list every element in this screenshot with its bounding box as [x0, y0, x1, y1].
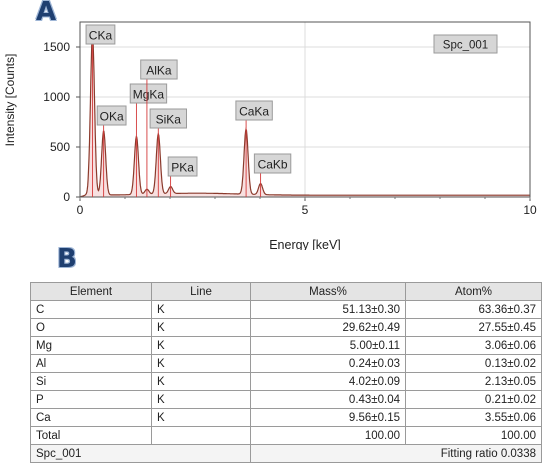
fitting-ratio-label: Fitting ratio	[440, 447, 498, 460]
table-row: P K 0.43±0.04 0.21±0.02	[30, 390, 542, 409]
cell-atom: 2.13±0.05	[405, 372, 542, 391]
y-tick-label: 1000	[43, 90, 70, 104]
peak-label: OKa	[100, 110, 124, 124]
peak-label-box	[129, 83, 168, 104]
peak-label-box	[96, 105, 127, 126]
column-header-mass: Mass%	[250, 282, 406, 301]
peak-label: CKa	[89, 29, 113, 43]
cell-atom: 63.36±0.37	[405, 300, 542, 319]
spectrum-name-box: Spc_001	[433, 34, 498, 54]
cell-line: K	[151, 354, 251, 373]
table-row: O K 29.62±0.49 27.55±0.45	[30, 318, 542, 337]
panel-a-label: A	[36, 0, 57, 27]
cell-mass: 4.02±0.09	[250, 372, 406, 391]
table-row: Al K 0.24±0.03 0.13±0.02	[30, 354, 542, 373]
panel-b-label: B	[57, 244, 77, 274]
peak-label: AlKa	[146, 64, 172, 78]
cell-line	[151, 426, 251, 445]
y-tick-label: 1500	[43, 40, 70, 54]
column-header-atom: Atom%	[405, 282, 542, 301]
y-axis-label: Intensity [Counts]	[3, 54, 17, 147]
table-row: C K 51.13±0.30 63.36±0.37	[30, 300, 542, 319]
quantification-table: Element Line Mass% Atom% C K 51.13±0.30 63.…	[30, 282, 542, 463]
peak-label: SiKa	[156, 113, 182, 127]
cell-mass: 9.56±0.15	[250, 408, 406, 427]
cell-mass: 0.43±0.04	[250, 390, 406, 409]
peak-label-box	[167, 156, 198, 177]
cell-mass: 0.24±0.03	[250, 354, 406, 373]
cell-line: K	[151, 300, 251, 319]
column-header-element: Element	[30, 282, 152, 301]
cell-line: K	[151, 408, 251, 427]
spectrum-name: Spc_001	[443, 40, 488, 52]
peak-labels: CKa OKa MgKa AlKa SiKa PKa CaKa CaKb	[85, 24, 292, 197]
peak-label-box	[253, 153, 292, 174]
table-body: C K 51.13±0.30 63.36±0.37 O K 29.62±0.49 27.55±…	[30, 300, 542, 445]
spectrum-line	[79, 35, 530, 198]
peak-label: MgKa	[133, 88, 165, 102]
x-tick-label: 5	[302, 203, 309, 217]
peak-label-box	[235, 100, 273, 121]
peak-label: CaKa	[239, 105, 269, 119]
cell-atom: 0.13±0.02	[405, 354, 542, 373]
column-header-line: Line	[151, 282, 251, 301]
cell-element: Si	[30, 372, 152, 391]
footer-spectrum-name: Spc_001	[30, 444, 251, 463]
cell-line: K	[151, 318, 251, 337]
y-tick-label: 0	[63, 190, 70, 204]
cell-element: P	[30, 390, 152, 409]
y-tick-label: 500	[50, 140, 70, 154]
peak-label: PKa	[171, 161, 194, 175]
table-row: Total 100.00 100.00	[30, 426, 542, 445]
cell-atom: 0.21±0.02	[405, 390, 542, 409]
x-tick-label: 0	[77, 203, 84, 217]
cell-mass: 51.13±0.30	[250, 300, 406, 319]
cell-mass: 29.62±0.49	[250, 318, 406, 337]
table-header-row: Element Line Mass% Atom%	[30, 282, 542, 301]
eds-spectrum-chart: 0 5 10 0 500 1000 1500 CKa OKa MgKa AlKa SiKa PKa Ca…	[3, 21, 537, 250]
cell-element: C	[30, 300, 152, 319]
cell-element: Mg	[30, 336, 152, 355]
cell-atom: 27.55±0.45	[405, 318, 542, 337]
cell-mass: 100.00	[250, 426, 406, 445]
cell-element: Total	[30, 426, 152, 445]
axis-ticks: 0 5 10 0 500 1000 1500	[43, 40, 537, 217]
cell-line: K	[151, 390, 251, 409]
peak-label: CaKb	[258, 158, 288, 172]
cell-atom: 3.06±0.06	[405, 336, 542, 355]
table-row: Mg K 5.00±0.11 3.06±0.06	[30, 336, 542, 355]
peak-label-box	[140, 59, 178, 80]
x-tick-label: 10	[523, 203, 537, 217]
table-footer-row: Spc_001 Fitting ratio 0.0338	[30, 444, 542, 463]
cell-element: Al	[30, 354, 152, 373]
footer-fitting-ratio: Fitting ratio 0.0338	[250, 444, 542, 463]
x-axis-label: Energy [keV]	[269, 238, 341, 250]
cell-atom: 100.00	[405, 426, 542, 445]
cell-line: K	[151, 336, 251, 355]
cell-element: Ca	[30, 408, 152, 427]
cell-atom: 3.55±0.06	[405, 408, 542, 427]
peak-label-box	[149, 108, 188, 129]
fitting-ratio-value: 0.0338	[500, 447, 536, 460]
cell-line: K	[151, 372, 251, 391]
cell-mass: 5.00±0.11	[250, 336, 406, 355]
table-row: Si K 4.02±0.09 2.13±0.05	[30, 372, 542, 391]
cell-element: O	[30, 318, 152, 337]
table-row: Ca K 9.56±0.15 3.55±0.06	[30, 408, 542, 427]
peak-label-box	[85, 24, 116, 45]
